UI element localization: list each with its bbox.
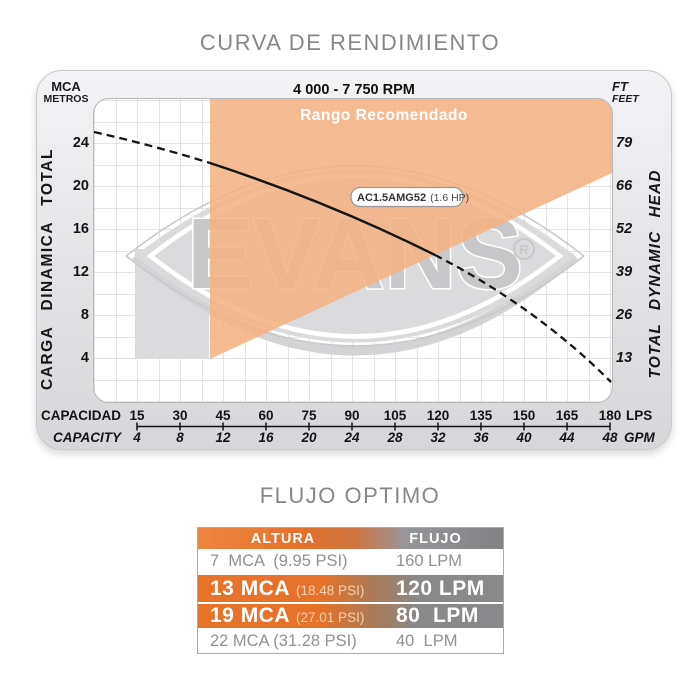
- column-header-altura: ALTURA: [250, 530, 316, 547]
- pump-curve-dashed-right: [434, 253, 612, 383]
- x-tick-gpm: 4: [133, 430, 141, 445]
- table-row: 22 MCA (31.28 PSI) 40 LPM: [198, 630, 503, 653]
- flujo-cell: 40 LPM: [396, 632, 458, 650]
- altura-value: 19 MCA: [210, 604, 291, 627]
- altura-cell: 19 MCA (27.01 PSI): [198, 604, 368, 628]
- table-header-row: ALTURA FLUJO: [198, 528, 503, 550]
- x-tick-lps: 60: [258, 408, 274, 423]
- column-header-flujo: FLUJO: [409, 530, 462, 547]
- ft-label: FT: [612, 79, 628, 94]
- x-tick-gpm: 40: [516, 430, 532, 445]
- model-label: AC1.5AMG52 (1.6 HP): [350, 186, 469, 208]
- pump-curve-dashed-left: [94, 130, 211, 165]
- x-axis-unit-gpm: GPM: [624, 430, 655, 445]
- y-right-tick: 52: [616, 221, 633, 237]
- x-tick-lps: 165: [555, 408, 579, 423]
- mca-label: MCA: [51, 79, 81, 94]
- recommended-range-label: Rango Recomendado: [300, 107, 468, 124]
- x-axis-line: [136, 422, 611, 431]
- y-left-tick: 4: [80, 350, 89, 366]
- x-tick-gpm: 20: [301, 430, 317, 445]
- optimal-flow-title: FLUJO OPTIMO: [259, 483, 441, 508]
- x-tick-gpm: 32: [430, 430, 446, 445]
- y-right-tick: 26: [616, 307, 633, 323]
- optimal-flow-table: ALTURA FLUJO 7 MCA (9.95 PSI) 160 LPM 13…: [197, 527, 504, 654]
- y-right-tick: 66: [616, 178, 633, 194]
- y-left-tick: 20: [72, 178, 89, 194]
- altura-psi: (27.01 PSI): [296, 610, 365, 625]
- x-tick-gpm: 36: [473, 430, 489, 445]
- x-tick-lps: 180: [598, 408, 622, 423]
- x-tick-gpm: 48: [602, 430, 618, 445]
- x-tick-gpm: 8: [176, 430, 184, 445]
- x-tick-gpm: 44: [559, 430, 575, 445]
- x-tick-lps: 30: [172, 408, 188, 423]
- recommended-range-region: [210, 99, 612, 359]
- y-left-tick: 12: [72, 264, 89, 280]
- altura-cell: 22 MCA (31.28 PSI): [210, 632, 357, 650]
- y-right-tick: 39: [616, 264, 633, 280]
- x-tick-gpm: 12: [215, 430, 231, 445]
- model-label-text: AC1.5AMG52 (1.6 HP): [357, 192, 469, 204]
- altura-value: 13 MCA: [210, 576, 291, 600]
- registered-mark-icon: [513, 238, 535, 260]
- x-tick-lps: 150: [512, 408, 536, 423]
- y-left-tick: 8: [80, 307, 89, 323]
- x-tick-lps: 15: [129, 408, 145, 423]
- y-right-tick: 79: [616, 135, 633, 151]
- feet-label: FEET: [612, 92, 639, 105]
- x-axis-unit-lps: LPS: [626, 408, 653, 423]
- flujo-cell: 80 LPM: [396, 604, 479, 627]
- flujo-cell: 120 LPM: [396, 576, 485, 600]
- x-tick-lps: 135: [469, 408, 493, 423]
- x-tick-gpm: 28: [387, 430, 403, 445]
- x-tick-lps: 75: [301, 408, 317, 423]
- y-left-tick: 24: [72, 135, 89, 151]
- metros-label: METROS: [43, 92, 89, 105]
- flujo-cell: 160 LPM: [396, 552, 463, 570]
- x-tick-lps: 45: [215, 408, 231, 423]
- x-axis-label-capacidad: CAPACIDAD: [41, 408, 121, 423]
- x-tick-lps: 120: [426, 408, 450, 423]
- table-row-highlighted: 13 MCA (18.48 PSI) 120 LPM: [198, 575, 503, 604]
- y-right-unit-label: FT FEET: [612, 80, 662, 105]
- table-row-highlighted: 19 MCA (27.01 PSI) 80 LPM: [198, 604, 503, 630]
- page-title: CURVA DE RENDIMIENTO: [199, 30, 501, 55]
- altura-cell: 13 MCA (18.48 PSI): [198, 577, 368, 601]
- model-label-box: [350, 186, 464, 208]
- plot-canvas: EVANS R Rango Recomendado AC1.5AMG52(1.6…: [94, 99, 612, 402]
- altura-cell: 7 MCA (9.95 PSI): [210, 552, 348, 570]
- table-row: 7 MCA (9.95 PSI) 160 LPM: [198, 550, 503, 575]
- x-tick-lps: 90: [344, 408, 360, 423]
- pump-curve-solid: [209, 161, 436, 257]
- y-left-unit-label: MCA METROS: [37, 80, 95, 105]
- y-left-tick: 16: [72, 221, 89, 237]
- rpm-range-label: 4 000 - 7 750 RPM: [293, 82, 415, 98]
- registered-mark-letter: R: [519, 242, 529, 257]
- x-tick-gpm: 24: [344, 430, 360, 445]
- x-tick-lps: 105: [383, 408, 407, 423]
- x-axis-label-capacity: CAPACITY: [53, 430, 122, 445]
- plot-area: EVANS R Rango Recomendado AC1.5AMG52(1.6…: [93, 98, 613, 403]
- x-tick-gpm: 16: [258, 430, 274, 445]
- performance-chart-card: MCA METROS 4 000 - 7 750 RPM FT FEET CAR…: [36, 70, 672, 450]
- y-right-tick: 13: [616, 350, 633, 366]
- altura-psi: (18.48 PSI): [296, 582, 365, 598]
